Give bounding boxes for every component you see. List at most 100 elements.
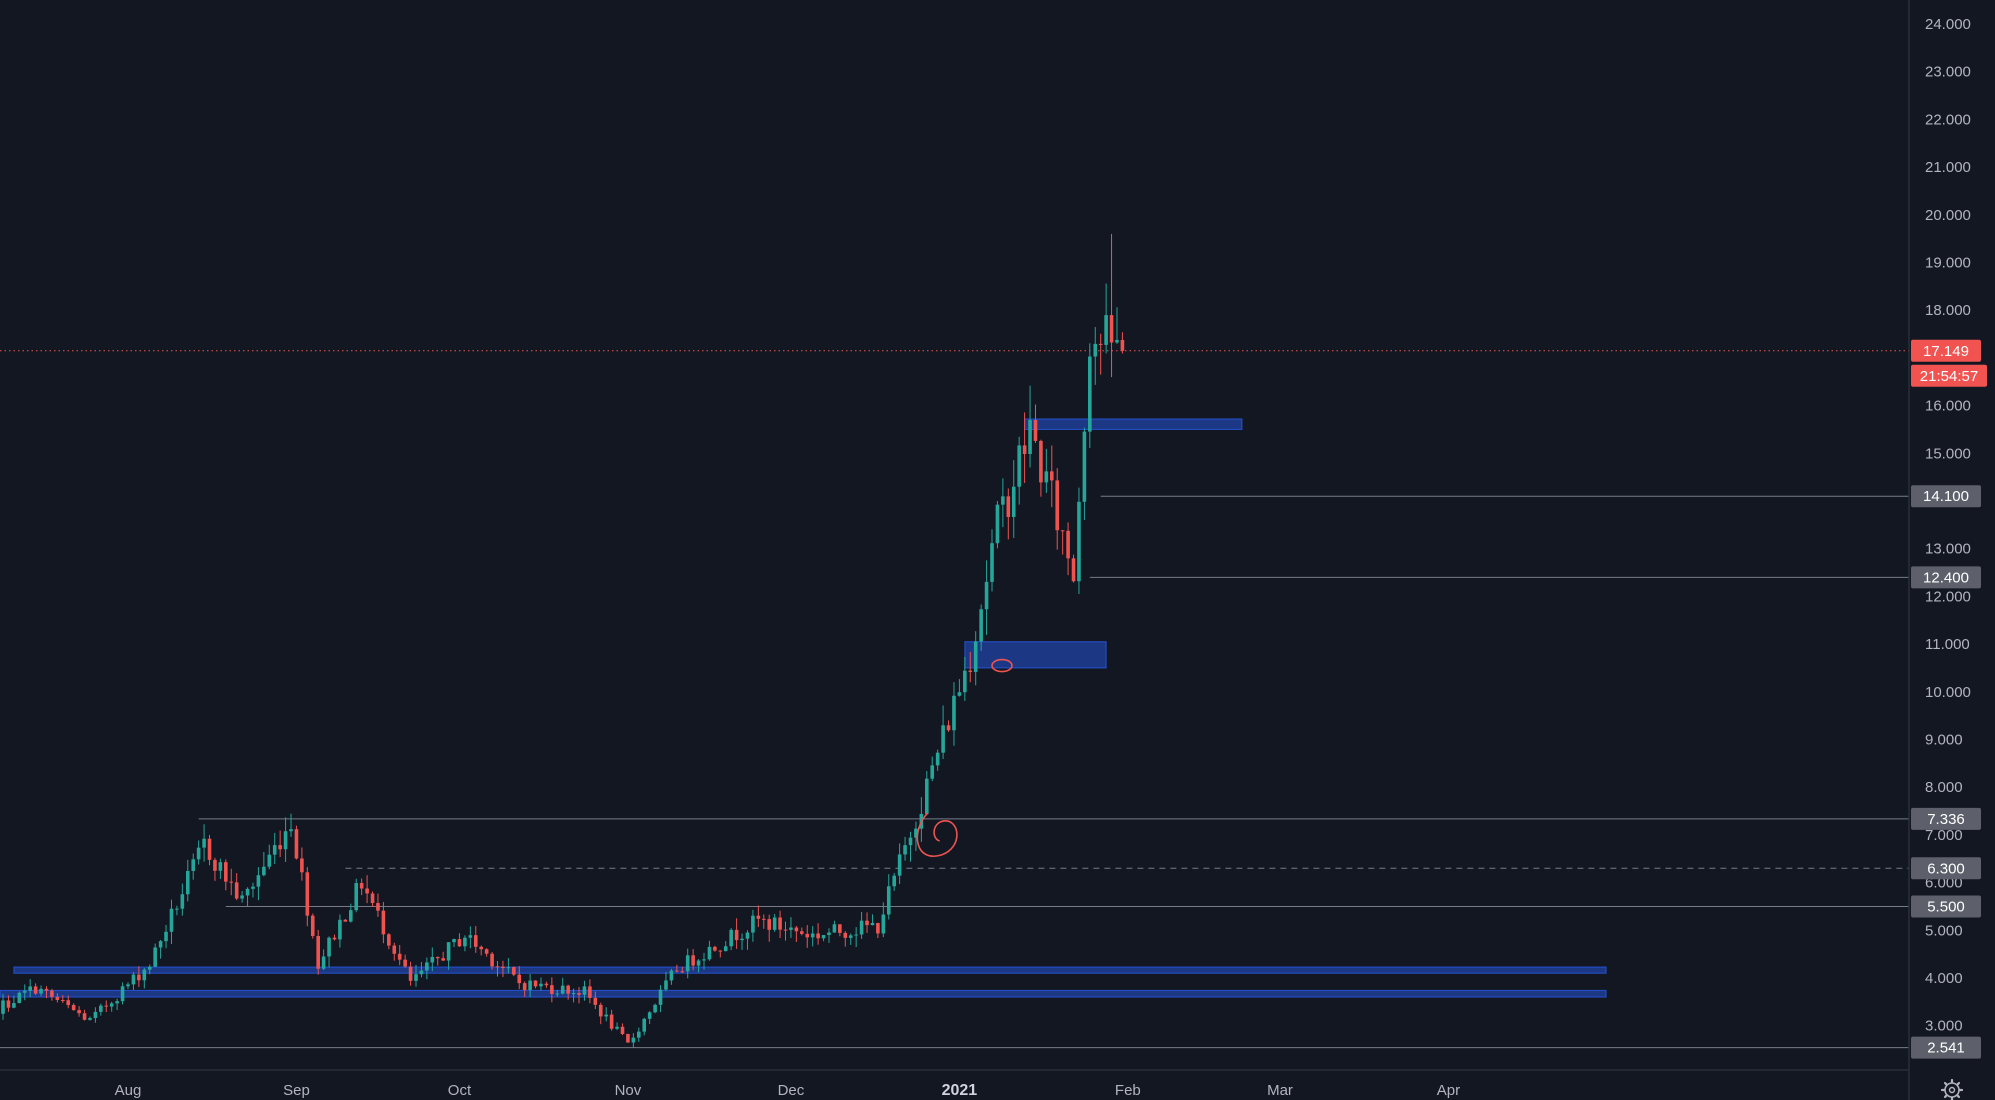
candle[interactable]	[653, 1003, 657, 1014]
candle[interactable]	[1082, 427, 1087, 521]
zone-rect[interactable]	[964, 641, 1107, 669]
candle-body[interactable]	[463, 937, 467, 947]
candle-body[interactable]	[756, 915, 761, 919]
candle-body[interactable]	[838, 924, 842, 933]
candle-body[interactable]	[544, 983, 549, 986]
zone-rect[interactable]	[1024, 418, 1243, 430]
candle-body[interactable]	[33, 986, 38, 994]
candle[interactable]	[946, 720, 951, 732]
candle-body[interactable]	[153, 947, 157, 967]
candle[interactable]	[321, 949, 326, 971]
candle[interactable]	[664, 971, 668, 992]
candle-body[interactable]	[555, 993, 560, 995]
candle-body[interactable]	[435, 956, 440, 959]
candle[interactable]	[957, 679, 962, 697]
candle[interactable]	[196, 840, 201, 865]
candle[interactable]	[66, 995, 71, 1009]
candle-body[interactable]	[892, 875, 896, 887]
candle[interactable]	[571, 988, 576, 1003]
candle-body[interactable]	[142, 969, 147, 981]
candle-body[interactable]	[903, 845, 907, 855]
candle-body[interactable]	[658, 989, 663, 1005]
candle-body[interactable]	[800, 931, 804, 934]
candle-body[interactable]	[343, 919, 348, 922]
candle-body[interactable]	[446, 942, 451, 961]
candle[interactable]	[191, 853, 196, 880]
candle[interactable]	[995, 501, 1000, 549]
candle[interactable]	[501, 960, 505, 978]
candle[interactable]	[528, 973, 532, 998]
candle-body[interactable]	[392, 945, 397, 954]
candle-body[interactable]	[387, 934, 391, 946]
candle-body[interactable]	[506, 967, 511, 969]
candle-body[interactable]	[267, 854, 272, 867]
candle[interactable]	[647, 1011, 652, 1025]
candle-body[interactable]	[164, 931, 168, 942]
candle-body[interactable]	[1104, 315, 1108, 345]
candle[interactable]	[778, 910, 782, 938]
candle-body[interactable]	[1028, 419, 1032, 455]
candle[interactable]	[180, 883, 185, 916]
candle-body[interactable]	[1039, 440, 1043, 483]
candle[interactable]	[300, 847, 304, 881]
candle-body[interactable]	[745, 932, 750, 939]
candle[interactable]	[642, 1017, 647, 1036]
candle[interactable]	[914, 821, 918, 851]
candle[interactable]	[490, 951, 494, 970]
candle-body[interactable]	[707, 946, 712, 960]
candle-body[interactable]	[528, 980, 532, 990]
candle-body[interactable]	[441, 958, 445, 961]
candle-body[interactable]	[283, 831, 288, 850]
candle[interactable]	[843, 931, 848, 947]
candle[interactable]	[723, 941, 728, 952]
candle-body[interactable]	[403, 959, 407, 967]
candle-body[interactable]	[1066, 530, 1070, 559]
candle[interactable]	[419, 962, 424, 978]
candle[interactable]	[207, 834, 212, 866]
candle-body[interactable]	[338, 919, 342, 940]
candle-body[interactable]	[1120, 339, 1125, 351]
candle[interactable]	[381, 901, 386, 944]
candle-body[interactable]	[1109, 315, 1114, 343]
candle[interactable]	[60, 995, 65, 1004]
candle[interactable]	[441, 951, 445, 961]
candle-body[interactable]	[251, 886, 255, 889]
zone-rect[interactable]	[13, 966, 1607, 974]
candle[interactable]	[675, 964, 679, 973]
candle-body[interactable]	[158, 941, 163, 948]
candle[interactable]	[359, 878, 364, 896]
candle[interactable]	[713, 945, 717, 952]
candle-body[interactable]	[147, 966, 152, 970]
candle[interactable]	[93, 1007, 98, 1023]
candle-body[interactable]	[229, 881, 234, 883]
candle[interactable]	[327, 936, 331, 968]
candle-body[interactable]	[44, 988, 49, 991]
candle[interactable]	[756, 905, 761, 928]
candle-body[interactable]	[1098, 343, 1103, 345]
candle[interactable]	[968, 651, 973, 683]
candle[interactable]	[305, 867, 310, 927]
candle-body[interactable]	[718, 950, 723, 952]
candle[interactable]	[142, 967, 147, 989]
candle[interactable]	[316, 929, 320, 975]
candle-body[interactable]	[180, 894, 185, 909]
candle[interactable]	[924, 771, 929, 816]
candle-body[interactable]	[876, 923, 880, 934]
candle-body[interactable]	[647, 1012, 652, 1019]
candle[interactable]	[582, 980, 587, 1001]
candle[interactable]	[805, 925, 810, 948]
candle[interactable]	[838, 924, 842, 937]
candle-body[interactable]	[55, 996, 60, 1001]
candle-body[interactable]	[289, 829, 293, 832]
candle-body[interactable]	[783, 929, 788, 931]
candle[interactable]	[185, 859, 190, 902]
candle-body[interactable]	[995, 504, 1000, 544]
candle[interactable]	[658, 985, 663, 1013]
candle[interactable]	[636, 1027, 641, 1042]
candle-body[interactable]	[789, 927, 793, 930]
candle-body[interactable]	[408, 966, 413, 981]
candle[interactable]	[1077, 487, 1081, 594]
candle-body[interactable]	[577, 993, 581, 995]
